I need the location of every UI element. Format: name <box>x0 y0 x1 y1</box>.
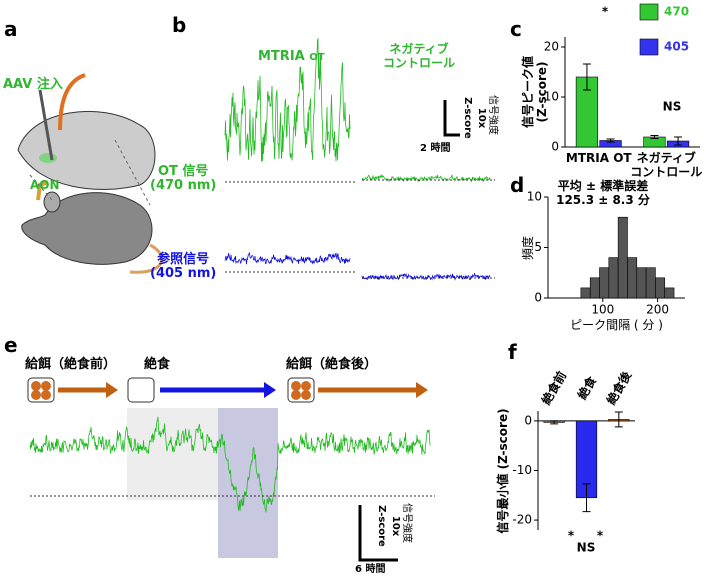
panel-label: b <box>172 13 187 37</box>
panel-label: f <box>508 340 517 364</box>
panel-label: d <box>510 173 525 197</box>
y-tick-label: -20 <box>512 513 532 527</box>
y-label: 信号最小値 (Z-score) <box>496 407 510 534</box>
histogram-bar <box>589 277 600 299</box>
phase-label: 給餌（絶食前） <box>25 357 117 372</box>
legend-swatch <box>639 3 659 21</box>
scale-y-caption: 信号強度 <box>401 503 412 543</box>
reference-label: 参照信号 (405 nm) <box>150 252 217 281</box>
y-tick-label: 10 <box>527 190 542 204</box>
phase-label: 絶食 <box>144 357 171 372</box>
scale-y-label: 10x Z-score <box>462 97 487 139</box>
histogram-bar <box>655 277 666 299</box>
error-bar <box>614 411 623 428</box>
injection-label: AAV 注入 <box>3 77 63 92</box>
y-tick-label: 0 <box>534 291 542 305</box>
y-tick-label: -10 <box>512 463 532 477</box>
error-bar <box>606 138 615 143</box>
y-tick-label: 20 <box>544 40 559 54</box>
signal-label: OT 信号 (470 nm) <box>150 164 217 193</box>
phase-label: 給餌（絶食後） <box>286 357 378 372</box>
histogram-bar <box>608 257 619 299</box>
scale-bar <box>358 505 398 562</box>
trace <box>361 273 491 281</box>
error-bar <box>582 483 591 513</box>
error-bar <box>550 420 559 425</box>
histogram-bar <box>636 267 647 299</box>
y-label: 信号ピーク値 (Z-score) <box>521 56 549 129</box>
trace <box>224 37 351 162</box>
trace <box>361 173 491 183</box>
chart-title: 平均 ± 標準誤差 125.3 ± 8.3 分 <box>556 179 650 207</box>
significance: NS <box>577 541 596 555</box>
x-tick-label: ネガティブ コントロール <box>630 151 703 179</box>
significance: NS <box>663 100 682 114</box>
scale-y-label: 10x Z-score <box>376 505 401 547</box>
significance: * <box>597 529 604 543</box>
y-label: 頻度 <box>521 235 535 260</box>
histogram-bar <box>599 267 610 299</box>
trace <box>29 416 431 513</box>
histogram-bar <box>664 287 675 299</box>
trace <box>224 251 351 265</box>
error-bar <box>674 136 683 146</box>
control-label: ネガティブ コントロール <box>383 42 456 70</box>
mouse-illustration <box>17 73 163 274</box>
x-tick-label: MTRIA OT <box>565 151 632 165</box>
y-tick-label: 0 <box>551 140 559 154</box>
region-label: AON <box>30 178 60 192</box>
histogram-bar <box>617 216 628 299</box>
histogram-bar <box>627 257 638 299</box>
y-tick-label: 0 <box>524 413 532 427</box>
significance: * <box>602 5 609 19</box>
scale-y-caption: 信号強度 <box>487 95 498 135</box>
trace-title-main: MTRIA <box>258 49 305 64</box>
traces <box>29 37 495 513</box>
x-label: ピーク間隔 ( 分 ) <box>570 318 663 332</box>
histogram-bar <box>645 267 656 299</box>
error-bar <box>582 63 591 91</box>
scale-bar <box>443 100 460 137</box>
x-tick-label: 200 <box>646 303 669 317</box>
legend-label: 470 <box>664 5 689 19</box>
panel-label: c <box>510 17 522 41</box>
panel-label: e <box>4 333 18 357</box>
trace-title-sub: OT <box>309 52 325 63</box>
trace-title: MTRIA OT <box>258 50 325 65</box>
legend-label: 405 <box>664 40 689 54</box>
protocol-diagram <box>27 377 428 558</box>
panel-label: a <box>4 17 18 41</box>
error-bar <box>650 135 659 139</box>
legend-swatch <box>639 38 659 56</box>
scale-x-label: 2 時間 <box>420 143 451 154</box>
x-tick-label: 100 <box>591 303 614 317</box>
y-tick-label: 10 <box>544 90 559 104</box>
histogram-bar <box>580 287 591 299</box>
significance: * <box>568 529 575 543</box>
significance: * <box>617 0 624 1</box>
y-tick-label: 5 <box>534 240 542 254</box>
scale-x-label: 6 時間 <box>355 564 386 575</box>
